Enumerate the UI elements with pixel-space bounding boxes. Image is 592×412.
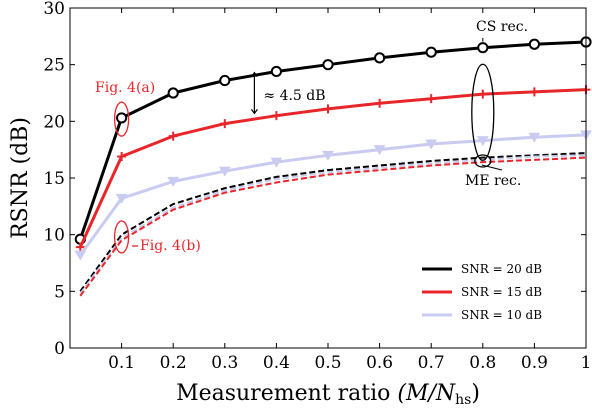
series-2-point <box>529 87 539 97</box>
series-1-point <box>528 38 541 50</box>
series-1-point <box>374 52 386 64</box>
legend-label: SNR = 20 dB <box>461 262 542 276</box>
fig4b-label: Fig. 4(b) <box>140 238 201 254</box>
series-1-point <box>425 46 437 58</box>
series-1-point <box>477 42 489 54</box>
series-2-point <box>426 94 436 104</box>
x-tick-label: 0.9 <box>521 353 548 373</box>
gap-arrow <box>250 71 258 115</box>
series-layer <box>74 36 592 297</box>
x-tick-label: 0.8 <box>469 353 496 373</box>
series-3-point <box>270 157 283 168</box>
legend: SNR = 20 dB SNR = 15 dB SNR = 10 dB <box>410 256 570 328</box>
gap-label: ≈ 4.5 dB <box>263 88 325 104</box>
fig4a-ellipse <box>113 101 130 137</box>
x-tick-label: 0.4 <box>263 353 290 373</box>
series-3-point <box>74 250 87 261</box>
x-tick-label: 0.7 <box>418 353 445 373</box>
series-line-4 <box>79 152 587 292</box>
me-rec-label: ME rec. <box>465 173 521 189</box>
series-3-point <box>425 139 438 150</box>
x-tick-label: 0.1 <box>108 353 135 373</box>
x-tick-label: 1 <box>581 353 592 373</box>
y-tick-label: 0 <box>54 339 65 359</box>
y-tick-label: 30 <box>43 0 65 19</box>
series-2-point <box>375 98 385 108</box>
series-2-point <box>323 104 333 114</box>
series-2-point <box>117 151 127 161</box>
x-tick-label: 0.3 <box>211 353 238 373</box>
series-2-point <box>168 131 178 141</box>
me-rec-ellipse <box>474 154 492 168</box>
y-tick-label: 15 <box>43 169 65 189</box>
x-tick-label: 0.2 <box>160 353 187 373</box>
fig4b-ellipse <box>113 220 130 254</box>
cs-rec-ellipse <box>471 63 495 161</box>
cs-rec-label: CS rec. <box>476 19 528 35</box>
series-1-point <box>322 59 334 71</box>
axes-layer: 0.1 0.2 0.3 0.4 0.5 0.6 0.7 0.8 0.9 1051015202530… <box>8 0 591 408</box>
legend-label: SNR = 10 dB <box>461 308 542 322</box>
series-2-point <box>220 119 230 129</box>
series-1-point <box>270 65 282 78</box>
y-axis-title: RSNR (dB) <box>8 117 33 239</box>
series-3-point <box>167 176 180 187</box>
series-2-point <box>75 242 85 252</box>
x-axis-title: Measurement ratio (M/Nhs) <box>176 381 480 408</box>
series-1-point <box>116 112 128 124</box>
y-tick-label: 20 <box>43 112 65 132</box>
series-2-point <box>271 111 281 121</box>
x-tick-label: 0.6 <box>366 353 393 373</box>
series-1-point <box>167 87 179 99</box>
series-2-point <box>478 89 488 99</box>
fig4a-label: Fig. 4(a) <box>95 80 155 96</box>
series-line-2 <box>78 88 587 248</box>
series-3-point <box>218 166 231 177</box>
series-3-point <box>528 132 541 143</box>
me-rec-leader <box>481 164 503 171</box>
y-tick-label: 25 <box>43 56 65 76</box>
y-tick-label: 5 <box>54 282 65 302</box>
series-line-1 <box>78 40 587 240</box>
y-tick-label: 10 <box>43 226 65 246</box>
series-1-point <box>219 74 231 87</box>
series-3-point <box>115 193 128 204</box>
series-line-5 <box>79 154 587 295</box>
annotation-layer: Fig. 4(a) Fig. 4(b) CS rec. ME rec. ≈ 4.5 dB <box>95 19 528 254</box>
legend-label: SNR = 15 dB <box>461 285 542 299</box>
series-3-point <box>476 136 489 147</box>
series-3-point <box>373 145 386 156</box>
series-line-6 <box>79 156 587 297</box>
x-tick-label: 0.5 <box>314 353 341 373</box>
series-3-point <box>322 150 334 161</box>
